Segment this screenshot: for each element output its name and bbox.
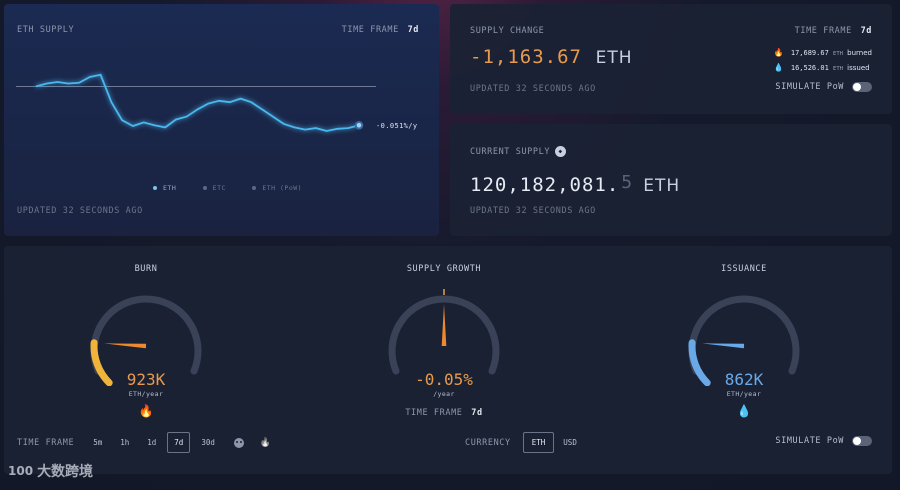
legend-dot-icon [153, 186, 157, 190]
supply-growth-gauge-needle [441, 304, 447, 346]
burn-gauge-value: 923K [126, 370, 166, 389]
burned-row: 🔥 17,689.67 ETH burned [773, 48, 872, 57]
watermark-logo-icon: 100 [8, 464, 34, 478]
eth-logo-icon: ◆ [555, 146, 567, 157]
fire-icon: 🔥 [138, 404, 154, 418]
watermark-text: 大数跨境 [37, 464, 94, 480]
supply-growth-gauge: SUPPLY GROWTH [384, 264, 504, 274]
supply-growth-gauge-title: SUPPLY GROWTH [406, 264, 482, 274]
supply-change-card: SUPPLY CHANGE TIME FRAME 7d -1,163.67 ET… [450, 4, 892, 114]
burn-gauge-title: BURN [134, 264, 158, 274]
issued-row: 💧 16,526.01 ETH issued [773, 63, 870, 72]
chart-end-label: -0.051%/y [376, 122, 418, 130]
watermark: 100 大数跨境 [8, 461, 93, 481]
chart-legend: ETH ETC ETH (PoW) [153, 184, 302, 192]
flame-icon[interactable]: 🔥 [259, 437, 272, 448]
supply-growth-gauge-dial [388, 289, 500, 375]
supply-change-unit: ETH [595, 48, 633, 68]
time-frame-7d-button[interactable]: 7d [167, 432, 191, 453]
supply-growth-time-frame-value[interactable]: 7d [471, 408, 483, 418]
supply-growth-gauge-track [388, 295, 500, 375]
eth-supply-title: ETH SUPPLY [17, 25, 75, 35]
issuance-gauge-dial [688, 295, 800, 386]
supply-change-updated: UPDATED 32 SECONDS AGO [470, 84, 596, 94]
currency-selector: CURRENCY ETH USD [465, 432, 584, 453]
legend-dot-icon [252, 186, 257, 190]
supply-growth-time-frame: TIME FRAME 7d [405, 408, 483, 418]
issuance-gauge-fill [688, 339, 711, 386]
current-supply-unit: ETH [643, 176, 681, 196]
current-supply-title: CURRENT SUPPLY [470, 146, 551, 157]
issuance-gauge-title: ISSUANCE [721, 264, 767, 274]
simulate-pow-bottom: SIMULATE PoW [775, 436, 872, 446]
time-frame-selector: TIME FRAME 5m 1h 1d 7d 30d 🔥 [17, 432, 271, 453]
current-supply-value: 120,182,081. [470, 174, 620, 196]
supply-growth-gauge-value: -0.05% [415, 370, 473, 389]
supply-change-time-frame-value[interactable]: 7d [860, 26, 872, 36]
burn-gauge: BURN [86, 264, 206, 274]
eth-supply-card: ETH SUPPLY TIME FRAME 7d -0.051%/y ETH E… [4, 4, 439, 236]
droplet-icon: 💧 [773, 63, 784, 72]
eth-supply-updated: UPDATED 32 SECONDS AGO [17, 206, 143, 216]
burn-gauge-dial [90, 295, 202, 386]
burn-gauge-track [90, 295, 202, 375]
issuance-gauge: ISSUANCE [684, 264, 804, 274]
burn-issue-summary: 🔥 17,689.67 ETH burned 💧 16,526.01 ETH i… [774, 46, 872, 76]
supply-change-value: -1,163.67 [470, 46, 582, 68]
fire-icon: 🔥 [773, 48, 784, 57]
gauges-card: BURN 923K ETH/year 🔥 SUPPLY GROWTH -0.05… [4, 246, 892, 474]
currency-eth-button[interactable]: ETH [522, 432, 555, 453]
time-frame-1h-button[interactable]: 1h [120, 438, 130, 447]
burn-gauge-needle [104, 343, 147, 349]
legend-item-etc[interactable]: ETC [202, 184, 226, 192]
issuance-gauge-value: 862K [724, 370, 764, 389]
supply-change-time-frame: TIME FRAME 7d [794, 26, 872, 36]
droplet-icon: 💧 [736, 404, 752, 418]
supply-growth-gauge-unit: /year [433, 390, 455, 398]
time-frame-1d-button[interactable]: 1d [147, 438, 157, 447]
eth-supply-line-chart [16, 73, 376, 132]
current-supply-amount: 120,182,081. 5 ETH [470, 172, 680, 196]
burn-gauge-unit: ETH/year [128, 390, 164, 398]
current-supply-updated: UPDATED 32 SECONDS AGO [470, 206, 596, 216]
panda-icon[interactable] [233, 437, 244, 448]
issuance-gauge-unit: ETH/year [726, 390, 762, 398]
simulate-pow-toggle-top[interactable] [852, 82, 872, 92]
legend-item-eth[interactable]: ETH [153, 184, 176, 192]
currency-usd-button[interactable]: USD [563, 438, 577, 447]
issuance-gauge-needle [702, 343, 745, 349]
legend-item-eth-pow[interactable]: ETH (PoW) [252, 184, 302, 192]
supply-change-amount: -1,163.67 ETH [470, 46, 633, 68]
supply-change-title: SUPPLY CHANGE [470, 26, 545, 36]
chart-series-eth-line [35, 73, 360, 132]
current-supply-header: CURRENT SUPPLY ◆ [470, 146, 567, 157]
time-frame-5m-button[interactable]: 5m [93, 438, 103, 447]
current-supply-decimals: 5 [621, 172, 633, 193]
issuance-gauge-track [688, 295, 800, 375]
simulate-pow-top: SIMULATE PoW [775, 82, 872, 92]
current-supply-card: CURRENT SUPPLY ◆ 120,182,081. 5 ETH UPDA… [450, 124, 892, 236]
eth-supply-time-frame-value[interactable]: 7d [407, 25, 419, 35]
time-frame-30d-button[interactable]: 30d [201, 438, 215, 447]
legend-dot-icon [202, 186, 207, 190]
chart-series-end-point [354, 120, 364, 130]
eth-supply-time-frame: TIME FRAME 7d [341, 25, 419, 35]
simulate-pow-toggle-bottom[interactable] [852, 436, 872, 446]
burn-gauge-fill [90, 339, 113, 386]
